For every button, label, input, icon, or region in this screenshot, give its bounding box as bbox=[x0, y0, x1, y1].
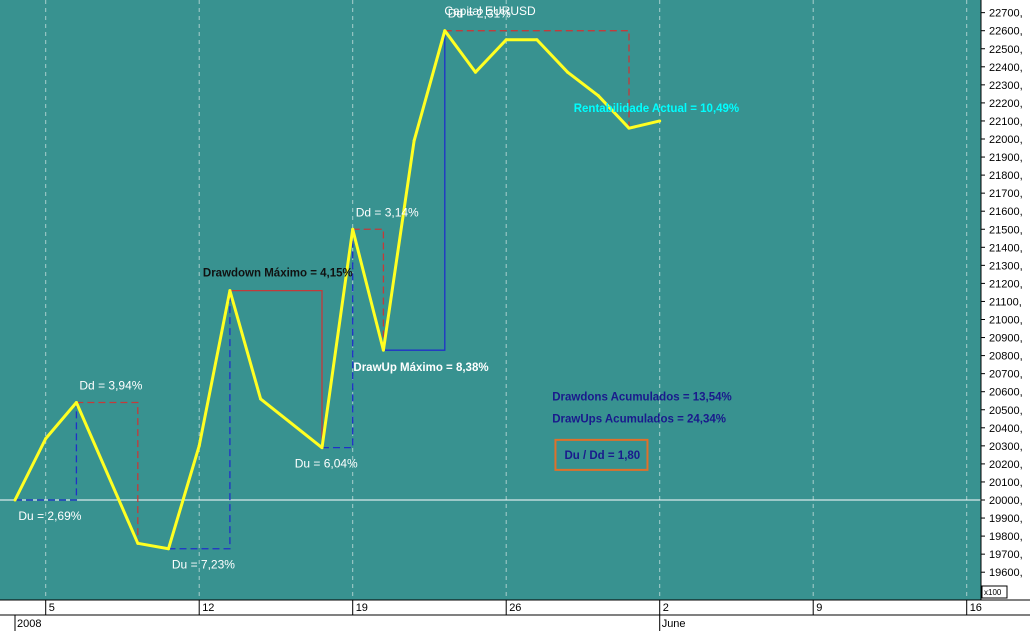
data-point bbox=[504, 38, 508, 42]
chart-title: Capital EURUSD bbox=[444, 4, 536, 18]
data-point bbox=[351, 227, 355, 231]
y-tick-label: 20300, bbox=[989, 441, 1023, 453]
data-point bbox=[136, 541, 140, 545]
annotation-label: Drawdons Acumulados = 13,54% bbox=[552, 392, 731, 404]
y-tick-label: 22500, bbox=[989, 44, 1023, 56]
y-tick-label: 20600, bbox=[989, 387, 1023, 399]
drawdown-box bbox=[76, 401, 139, 544]
y-tick-label: 20500, bbox=[989, 405, 1023, 417]
y-tick-label: 20200, bbox=[989, 459, 1023, 471]
data-point bbox=[13, 498, 17, 502]
capital-line bbox=[13, 29, 661, 551]
y-tick-label: 22700, bbox=[989, 8, 1023, 20]
data-point bbox=[167, 547, 170, 551]
y-tick-label: 19900, bbox=[989, 513, 1023, 525]
data-point bbox=[596, 94, 600, 98]
x-tick-label: 12 bbox=[202, 602, 214, 614]
drawup-label: Du = 2,69% bbox=[18, 509, 81, 523]
y-tick-label: 20800, bbox=[989, 351, 1023, 363]
y-tick-label: 21700, bbox=[989, 188, 1023, 200]
data-point bbox=[535, 38, 539, 42]
x-tick-label: 2 bbox=[663, 602, 669, 614]
y-tick-label: 22400, bbox=[989, 62, 1023, 74]
x-tick-label: 26 bbox=[509, 602, 521, 614]
drawdown-box bbox=[444, 30, 630, 129]
y-tick-label: 21000, bbox=[989, 315, 1023, 327]
data-point bbox=[474, 70, 477, 74]
drawdown-label: Drawdown Máximo = 4,15% bbox=[203, 268, 353, 280]
drawup-label: DrawUp Máximo = 8,38% bbox=[353, 362, 488, 374]
annotation-label: Rentabilidade Actual = 10,49% bbox=[574, 103, 739, 115]
y-tick-label: 22200, bbox=[989, 98, 1023, 110]
data-point bbox=[381, 348, 385, 352]
y-tick-label: 22800, bbox=[989, 0, 1023, 2]
y-tick-label: 21500, bbox=[989, 224, 1023, 236]
y-tick-label: 21900, bbox=[989, 152, 1023, 164]
y-tick-label: 21300, bbox=[989, 260, 1023, 272]
y-tick-label: 19700, bbox=[989, 549, 1023, 561]
y-tick-label: 20400, bbox=[989, 423, 1023, 435]
drawup-box bbox=[168, 290, 231, 550]
data-point bbox=[228, 289, 232, 293]
data-point bbox=[320, 446, 324, 450]
y-tick-label: 20100, bbox=[989, 477, 1023, 489]
data-point bbox=[44, 437, 48, 441]
data-point bbox=[412, 139, 416, 143]
data-point bbox=[627, 126, 631, 130]
period-label: 2008 bbox=[17, 618, 41, 630]
data-point bbox=[566, 70, 570, 74]
y-tick-label: 22000, bbox=[989, 134, 1023, 146]
ratio-label: Du / Dd = 1,80 bbox=[564, 450, 640, 462]
y-tick-label: 20700, bbox=[989, 369, 1023, 381]
multiplier-label: x100 bbox=[984, 588, 1002, 597]
y-tick-label: 19600, bbox=[989, 567, 1023, 579]
y-tick-label: 21200, bbox=[989, 278, 1023, 290]
x-tick-label: 16 bbox=[970, 602, 982, 614]
y-tick-label: 22300, bbox=[989, 80, 1023, 92]
x-tick-label: 9 bbox=[816, 602, 822, 614]
data-point bbox=[259, 397, 263, 401]
plot-background bbox=[0, 0, 981, 600]
drawup-label: Du = 6,04% bbox=[295, 457, 358, 471]
y-tick-label: 22100, bbox=[989, 116, 1023, 128]
y-tick-label: 21100, bbox=[989, 296, 1022, 308]
drawdown-box bbox=[229, 289, 323, 448]
data-point bbox=[197, 444, 201, 448]
drawup-box bbox=[383, 30, 446, 351]
period-label: June bbox=[662, 618, 686, 630]
y-tick-label: 19800, bbox=[989, 531, 1023, 543]
data-point bbox=[658, 119, 662, 123]
y-tick-label: 20000, bbox=[989, 495, 1023, 507]
multiplier-box bbox=[981, 585, 1008, 599]
drawdown-label: Dd = 3,14% bbox=[356, 205, 419, 219]
drawup-label: Du = 7,23% bbox=[172, 558, 235, 572]
y-tick-label: 20900, bbox=[989, 333, 1023, 345]
ratio-box bbox=[554, 438, 649, 471]
data-point bbox=[74, 401, 78, 405]
x-tick-label: 5 bbox=[49, 602, 55, 614]
y-tick-label: 21600, bbox=[989, 206, 1023, 218]
drawdown-label: Dd = 2,31% bbox=[448, 7, 511, 21]
y-tick-label: 21800, bbox=[989, 170, 1023, 182]
drawdown-label: Dd = 3,94% bbox=[79, 379, 142, 393]
y-tick-label: 21400, bbox=[989, 242, 1023, 254]
drawdown-box bbox=[352, 228, 385, 351]
x-tick-label: 19 bbox=[356, 602, 368, 614]
y-tick-label: 22600, bbox=[989, 26, 1023, 38]
data-point bbox=[443, 29, 447, 33]
drawup-box bbox=[15, 402, 78, 501]
annotation-label: DrawUps Acumulados = 24,34% bbox=[552, 413, 726, 425]
drawup-box bbox=[322, 229, 354, 449]
